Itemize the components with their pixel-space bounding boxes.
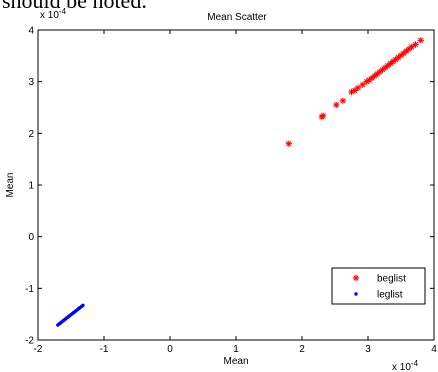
legend-items: beglist leglist (352, 274, 406, 301)
legend: beglist leglist (331, 267, 426, 305)
y-tick-label: 0 (28, 232, 34, 243)
data-point (333, 101, 340, 109)
legend-item-leglist: leglist (354, 290, 403, 301)
x-multiplier-exponent: -4 (411, 359, 419, 368)
y-tick-label: 3 (28, 77, 34, 88)
x-axis-label: Mean (223, 356, 248, 367)
data-points (56, 37, 424, 327)
chart-title: Mean Scatter (207, 12, 267, 23)
x-axis-ticks: -2 -1 0 1 2 3 4 (34, 30, 437, 355)
legend-item-beglist: beglist (352, 274, 406, 285)
x-tick-label: 2 (299, 344, 305, 355)
x-multiplier-base: x 10 (392, 362, 411, 372)
data-point (408, 43, 415, 51)
x-axis-multiplier: x 10-4 (392, 359, 419, 372)
data-point (354, 84, 362, 92)
data-point (381, 64, 389, 71)
y-axis-label: Mean (5, 172, 16, 197)
y-tick-label: 1 (28, 181, 34, 192)
data-point (319, 112, 327, 119)
y-multiplier-base: x 10 (40, 10, 59, 21)
legend-box (331, 267, 426, 305)
x-tick-label: 1 (233, 344, 239, 355)
y-tick-label: 4 (28, 26, 34, 37)
y-tick-label: -1 (25, 284, 34, 295)
x-tick-label: 4 (431, 344, 437, 355)
data-point (412, 41, 419, 48)
data-point (359, 81, 366, 88)
legend-marker (352, 274, 360, 282)
y-axis-ticks: -2 -1 0 1 2 3 4 (25, 26, 434, 347)
x-tick-label: 0 (167, 344, 173, 355)
series-leglist (56, 303, 85, 327)
data-point (339, 97, 347, 104)
y-tick-label: -2 (25, 336, 34, 347)
data-point (285, 140, 292, 147)
series-beglist (285, 37, 424, 147)
legend-label: leglist (377, 290, 403, 301)
y-multiplier-exponent: -4 (59, 7, 67, 16)
y-axis-multiplier: x 10-4 (40, 7, 67, 21)
data-point (351, 87, 358, 94)
legend-marker (354, 292, 358, 296)
x-tick-label: -1 (100, 344, 109, 355)
x-tick-label: 3 (365, 344, 371, 355)
data-point (417, 37, 424, 44)
page-text-line: should be noted. (2, 0, 147, 10)
data-point (81, 303, 85, 308)
page-text-fragment: should be noted. (0, 0, 438, 10)
legend-label: beglist (377, 274, 406, 285)
x-tick-label: -2 (34, 344, 43, 355)
y-tick-label: 2 (28, 129, 34, 140)
